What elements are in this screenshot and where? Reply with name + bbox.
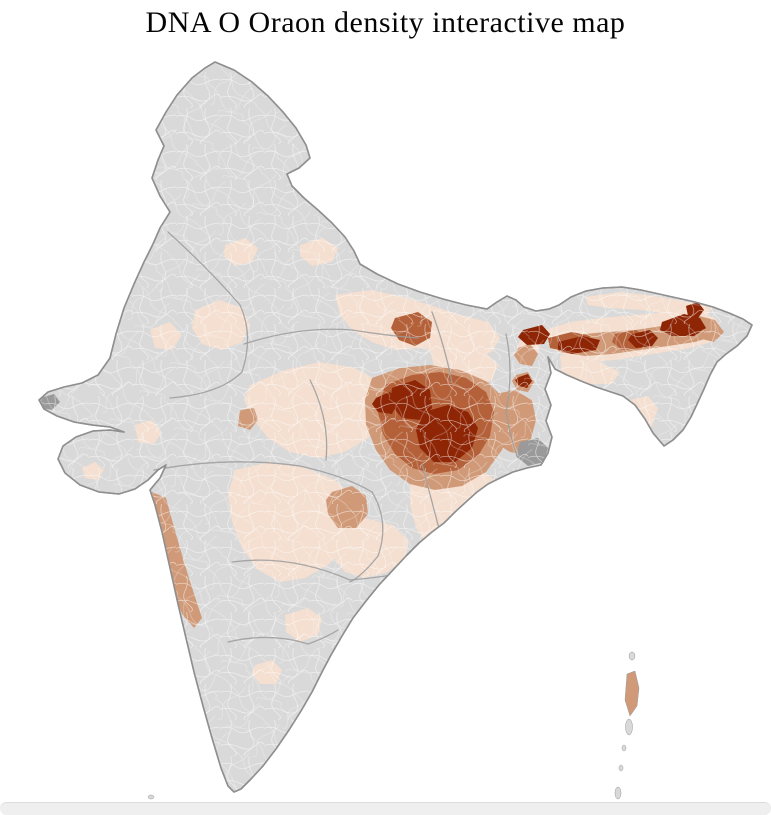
state-border-line (349, 491, 384, 583)
andaman-nicobar-islands[interactable] (611, 651, 640, 812)
island[interactable] (614, 786, 622, 800)
horizontal-scrollbar[interactable] (0, 802, 771, 815)
state-border-line (431, 311, 453, 383)
state-border-line (505, 333, 519, 459)
state-border-line (309, 379, 328, 461)
island[interactable] (625, 718, 633, 736)
island[interactable] (621, 744, 627, 752)
state-border-line (231, 559, 399, 581)
state-border-line (167, 231, 249, 399)
state-borders (153, 231, 519, 645)
state-border-line (243, 328, 419, 345)
map-title: DNA O Oraon density interactive map (145, 6, 626, 39)
state-border-line (227, 629, 339, 645)
state-border-line (153, 461, 373, 493)
island[interactable] (624, 670, 640, 717)
island[interactable] (628, 651, 636, 661)
island[interactable] (618, 764, 624, 772)
island[interactable] (147, 794, 155, 800)
